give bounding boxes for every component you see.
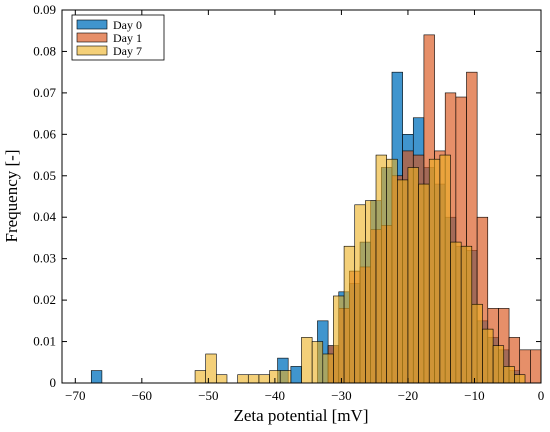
bar-day-7-16: [386, 158, 398, 384]
bar-day-7-17: [396, 179, 409, 384]
plot-frame: [61, 9, 542, 384]
x-tick-label: −40: [265, 388, 285, 403]
legend-swatch-day-7: [76, 45, 108, 56]
bar-day-7-14: [365, 200, 377, 384]
axis-ticks: −70 −60 −50 −40 −30 −20 −10 0 0 0.01 0.02 0.03 0.04 0…: [33, 2, 544, 403]
legend-swatch-day-0: [76, 19, 108, 30]
x-tick-label: −70: [65, 388, 85, 403]
x-tick-label: −20: [398, 388, 418, 403]
y-tick-label: 0.05: [33, 168, 56, 183]
bar-day-7-1: [205, 353, 217, 384]
y-axis-label: Frequency [-]: [2, 150, 21, 243]
x-tick-label: −60: [132, 388, 152, 403]
legend-swatch-day-1: [76, 32, 108, 43]
x-tick-label: −50: [198, 388, 218, 403]
y-tick-label: 0.08: [33, 43, 56, 58]
y-tick-label: 0: [50, 375, 57, 390]
x-tick-label: −30: [331, 388, 351, 403]
y-tick-label: 0.06: [33, 126, 56, 141]
histogram-bars: [90, 34, 542, 384]
y-tick-label: 0.02: [33, 292, 56, 307]
bar-day-7-13: [354, 204, 366, 384]
x-axis-label: Zeta potential [mV]: [233, 406, 368, 425]
legend-label-day-0: Day 0: [113, 18, 142, 32]
bar-day-0-2: [290, 366, 302, 384]
bar-day-7-21: [439, 154, 451, 384]
x-tick-label: −10: [464, 388, 484, 403]
bar-day-7-18: [407, 167, 419, 384]
bar-day-7-9: [311, 341, 324, 384]
bar-day-7-23: [460, 245, 473, 384]
bar-day-7-11: [333, 295, 345, 384]
x-tick-label: 0: [538, 388, 545, 403]
bar-day-7-0: [194, 370, 206, 384]
bar-day-7-8: [301, 337, 313, 384]
legend-label-day-1: Day 1: [113, 31, 142, 45]
bar-day-7-12: [343, 245, 356, 384]
bar-day-1-19: [530, 349, 542, 384]
y-tick-label: 0.01: [33, 334, 56, 349]
bar-day-7-5: [258, 374, 270, 384]
bar-day-7-10: [322, 353, 334, 384]
legend-label-day-7: Day 7: [113, 44, 142, 58]
y-tick-label: 0.03: [33, 251, 56, 266]
bar-day-7-7: [279, 370, 292, 384]
bar-day-7-2: [216, 374, 228, 384]
bar-day-7-15: [375, 154, 387, 384]
y-tick-label: 0.07: [33, 85, 56, 100]
bar-day-7-26: [492, 345, 505, 384]
y-tick-label: 0.09: [33, 2, 56, 17]
bar-day-7-25: [482, 328, 494, 384]
bar-day-7-24: [471, 303, 483, 384]
y-tick-label: 0.04: [33, 209, 56, 224]
bar-day-7-27: [503, 366, 515, 384]
bar-day-7-19: [418, 183, 430, 384]
bar-day-7-20: [428, 158, 441, 384]
bar-day-7-3: [237, 374, 249, 384]
bar-day-0-0: [90, 370, 103, 384]
bar-day-7-22: [450, 241, 462, 384]
bar-day-7-4: [247, 374, 260, 384]
bar-day-7-28: [514, 374, 526, 384]
